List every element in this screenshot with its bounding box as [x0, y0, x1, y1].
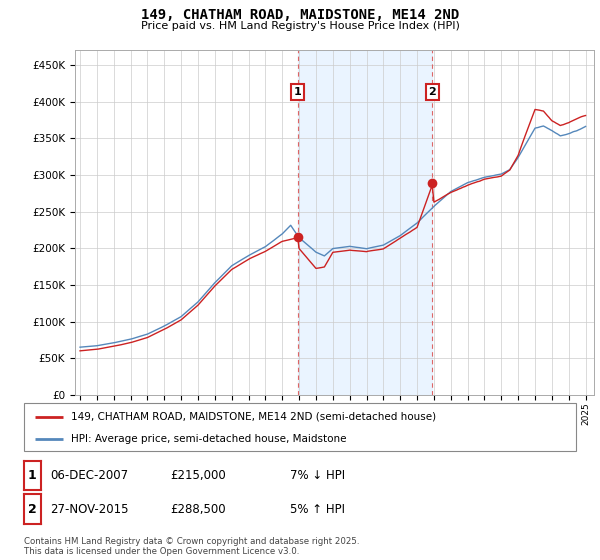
- Text: 149, CHATHAM ROAD, MAIDSTONE, ME14 2ND (semi-detached house): 149, CHATHAM ROAD, MAIDSTONE, ME14 2ND (…: [71, 412, 436, 422]
- Text: £288,500: £288,500: [170, 502, 226, 516]
- Text: 7% ↓ HPI: 7% ↓ HPI: [290, 469, 345, 482]
- Text: 149, CHATHAM ROAD, MAIDSTONE, ME14 2ND: 149, CHATHAM ROAD, MAIDSTONE, ME14 2ND: [141, 8, 459, 22]
- FancyBboxPatch shape: [24, 403, 576, 451]
- Text: 06-DEC-2007: 06-DEC-2007: [50, 469, 128, 482]
- Text: £215,000: £215,000: [170, 469, 226, 482]
- Text: 5% ↑ HPI: 5% ↑ HPI: [290, 502, 345, 516]
- Bar: [298, 50, 432, 395]
- Text: Contains HM Land Registry data © Crown copyright and database right 2025.
This d: Contains HM Land Registry data © Crown c…: [24, 536, 359, 556]
- Text: 27-NOV-2015: 27-NOV-2015: [50, 502, 128, 516]
- Text: 1: 1: [294, 87, 302, 97]
- Text: 1: 1: [28, 469, 37, 482]
- Text: 2: 2: [28, 502, 37, 516]
- Text: HPI: Average price, semi-detached house, Maidstone: HPI: Average price, semi-detached house,…: [71, 434, 346, 444]
- Text: 2: 2: [428, 87, 436, 97]
- Text: Price paid vs. HM Land Registry's House Price Index (HPI): Price paid vs. HM Land Registry's House …: [140, 21, 460, 31]
